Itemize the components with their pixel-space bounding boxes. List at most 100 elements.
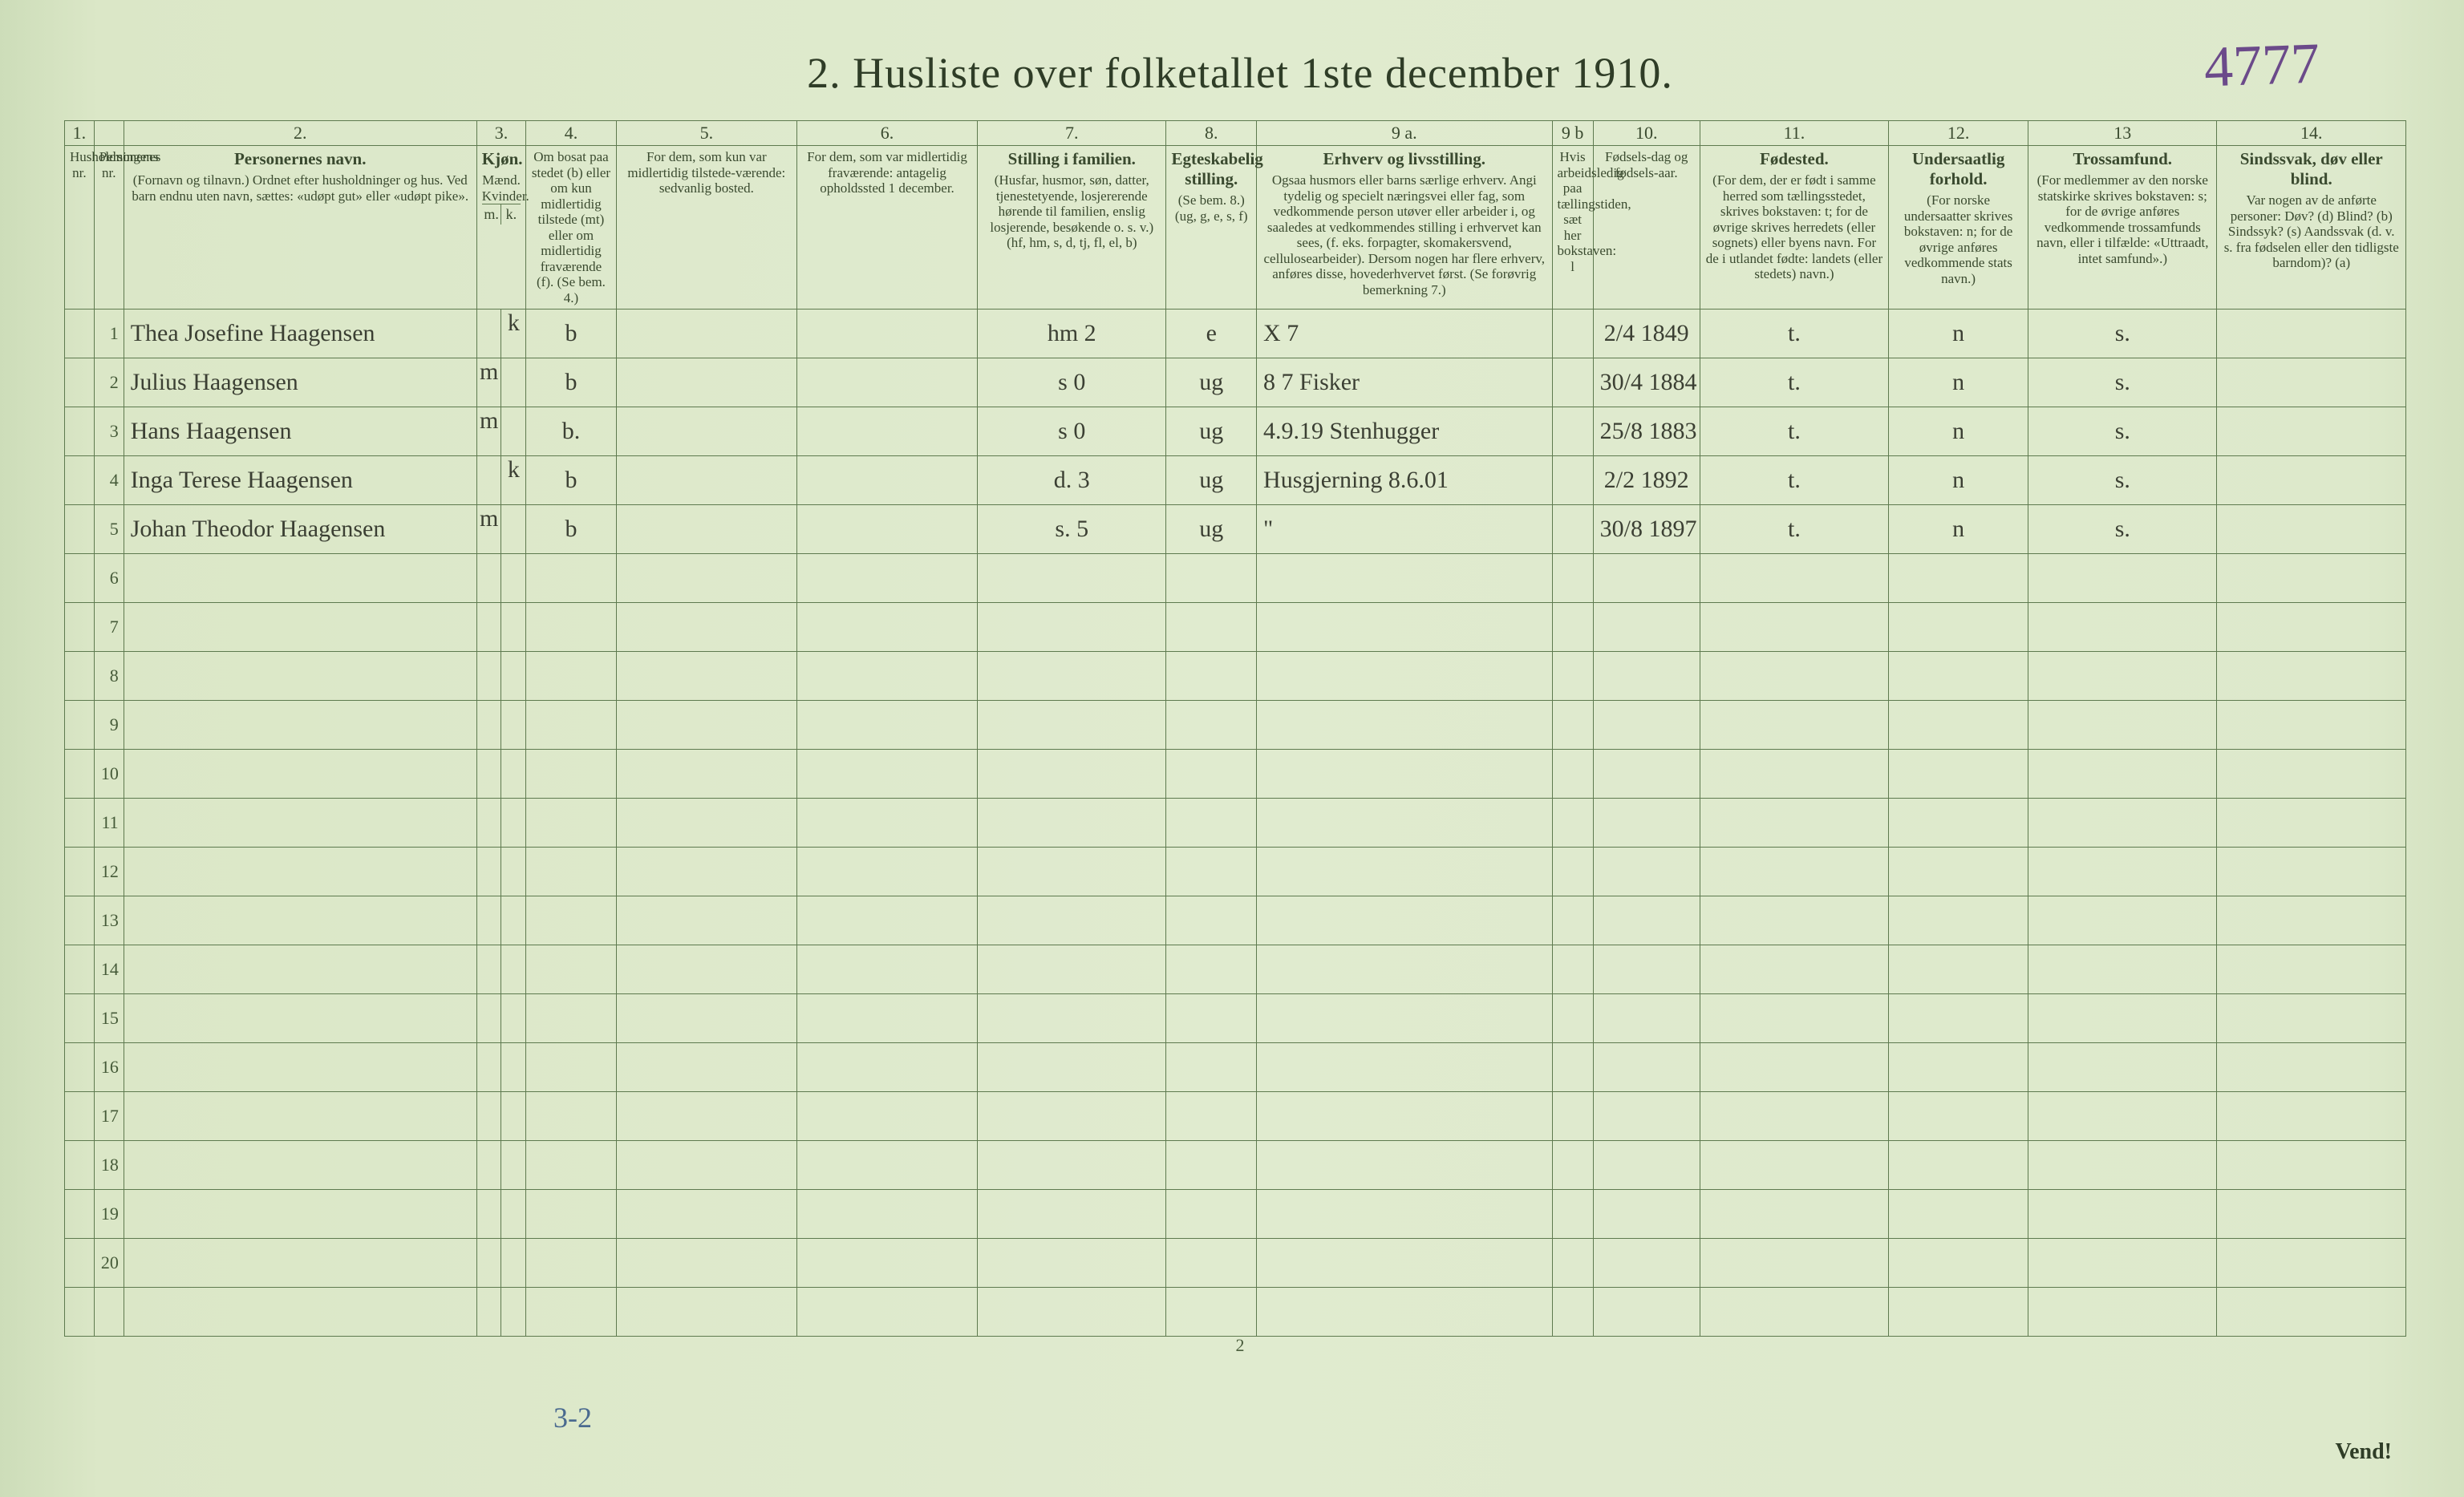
erhverv-b-cell	[1552, 1141, 1593, 1190]
household-no	[65, 896, 95, 945]
sex-k	[501, 1288, 525, 1336]
trossamfund-cell	[2028, 750, 2217, 799]
erhverv-cell	[1257, 603, 1552, 652]
sex-m	[477, 1141, 502, 1189]
trossamfund-cell	[2028, 799, 2217, 848]
sex-k	[501, 701, 525, 749]
sex-m	[477, 1239, 502, 1287]
bosat-cell	[526, 1239, 617, 1288]
name-cell	[124, 994, 476, 1043]
person-no: 5	[94, 505, 124, 554]
column-header-7.: 7.Stilling i familien.(Husfar, husmor, s…	[978, 121, 1166, 310]
egteskab-cell: ug	[1166, 505, 1257, 554]
erhverv-b-cell	[1552, 701, 1593, 750]
erhverv-cell	[1257, 848, 1552, 896]
name-cell	[124, 896, 476, 945]
sex-k	[501, 1239, 525, 1287]
column-header-3.: 3.Kjøn.Mænd. Kvinder.m.k.	[476, 121, 525, 310]
sex-cell	[476, 701, 525, 750]
sindssvak-cell	[2217, 848, 2406, 896]
sex-k	[501, 358, 525, 407]
trossamfund-cell: s.	[2028, 407, 2217, 456]
famstilling-cell	[978, 945, 1166, 994]
erhverv-b-cell	[1552, 554, 1593, 603]
column-subtext: (For dem, der er født i samme herred som…	[1705, 172, 1883, 282]
column-subtext: Ogsaa husmors eller barns særlige erhver…	[1262, 172, 1546, 297]
column-header-12.: 12.Undersaatlig forhold.(For norske unde…	[1889, 121, 2028, 310]
egteskab-cell	[1166, 1043, 1257, 1092]
sex-split	[477, 554, 525, 602]
erhverv-cell: "	[1257, 505, 1552, 554]
frav-cell	[796, 1141, 977, 1190]
frav-cell	[796, 407, 977, 456]
undersaat-cell	[1889, 799, 2028, 848]
famstilling-cell	[978, 554, 1166, 603]
column-header-2.: 2.Personernes navn.(Fornavn og tilnavn.)…	[124, 121, 476, 310]
person-no: 12	[94, 848, 124, 896]
table-row: 4Inga Terese Haagensenkbd. 3ugHusgjernin…	[65, 456, 2406, 505]
person-no: 10	[94, 750, 124, 799]
fodselsdato-cell	[1593, 750, 1700, 799]
sex-m	[477, 750, 502, 798]
sex-k	[501, 994, 525, 1042]
fodselsdato-cell: 2/2 1892	[1593, 456, 1700, 505]
table-row: 18	[65, 1141, 2406, 1190]
bosat-cell: b	[526, 358, 617, 407]
fodselsdato-cell	[1593, 1239, 1700, 1288]
sex-k: k	[501, 310, 525, 358]
famstilling-cell	[978, 1092, 1166, 1141]
sex-split	[477, 1141, 525, 1189]
trossamfund-cell	[2028, 1239, 2217, 1288]
frav-cell	[796, 505, 977, 554]
fodselsdato-cell	[1593, 1190, 1700, 1239]
name-cell: Julius Haagensen	[124, 358, 476, 407]
fodested-cell	[1700, 945, 1888, 994]
person-no: 6	[94, 554, 124, 603]
fodested-cell	[1700, 848, 1888, 896]
person-no: 19	[94, 1190, 124, 1239]
famstilling-cell	[978, 652, 1166, 701]
sex-m	[477, 603, 502, 651]
erhverv-b-cell	[1552, 1190, 1593, 1239]
name-cell	[124, 603, 476, 652]
frav-cell	[796, 1288, 977, 1337]
famstilling-cell	[978, 701, 1166, 750]
column-number	[95, 121, 124, 146]
sex-cell	[476, 652, 525, 701]
undersaat-cell: n	[1889, 456, 2028, 505]
trossamfund-cell	[2028, 652, 2217, 701]
erhverv-b-cell	[1552, 848, 1593, 896]
famstilling-cell	[978, 848, 1166, 896]
bosat-cell	[526, 750, 617, 799]
erhverv-cell	[1257, 1239, 1552, 1288]
sex-k	[501, 848, 525, 896]
fodested-cell	[1700, 994, 1888, 1043]
name-cell	[124, 554, 476, 603]
sex-k	[501, 750, 525, 798]
column-number: 8.	[1166, 121, 1256, 146]
column-number: 2.	[124, 121, 476, 146]
undersaat-cell: n	[1889, 358, 2028, 407]
person-no: 7	[94, 603, 124, 652]
famstilling-cell	[978, 1239, 1166, 1288]
household-no	[65, 652, 95, 701]
column-subtext: For dem, som var midlertidig fraværende:…	[802, 149, 972, 196]
household-no	[65, 799, 95, 848]
sex-m	[477, 994, 502, 1042]
undersaat-cell	[1889, 750, 2028, 799]
vend-label: Vend!	[2335, 1439, 2392, 1465]
sex-split	[477, 701, 525, 749]
sex-cell	[476, 1288, 525, 1337]
famstilling-cell	[978, 750, 1166, 799]
egteskab-cell: ug	[1166, 456, 1257, 505]
name-cell	[124, 1092, 476, 1141]
fodselsdato-cell	[1593, 896, 1700, 945]
household-no	[65, 1239, 95, 1288]
sex-split	[477, 652, 525, 700]
column-header-5.: 5.For dem, som kun var midlertidig tilst…	[616, 121, 796, 310]
column-header-10.: 10.Fødsels-dag og fødsels-aar.	[1593, 121, 1700, 310]
sindssvak-cell	[2217, 799, 2406, 848]
trossamfund-cell: s.	[2028, 358, 2217, 407]
sex-cell: m	[476, 407, 525, 456]
fodested-cell	[1700, 750, 1888, 799]
